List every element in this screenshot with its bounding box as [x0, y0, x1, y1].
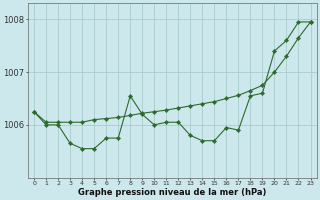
X-axis label: Graphe pression niveau de la mer (hPa): Graphe pression niveau de la mer (hPa): [78, 188, 267, 197]
